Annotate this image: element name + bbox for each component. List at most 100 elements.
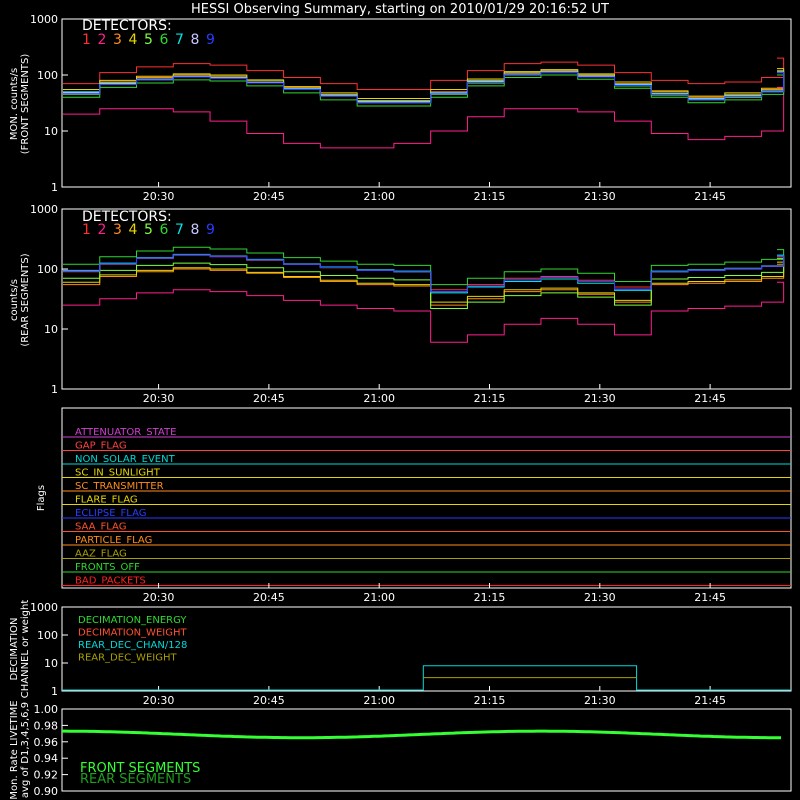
- p2-legend-item-6: 7: [175, 222, 184, 238]
- p5-y-tick-label-0: 0.90: [34, 785, 59, 798]
- p1-y-tick-label-2: 100: [37, 69, 58, 82]
- flag-label-7: SAA_FLAG: [75, 522, 126, 533]
- flag-rows: ATTENUATOR_STATE GAP_FLAG NON_SOLAR_EVENT S…: [62, 427, 791, 587]
- rear-x-axis: 20:30 20:45 21:00 21:15 21:30 21:45: [143, 384, 726, 405]
- p3-x-tick-label-0: 20:30: [143, 591, 175, 604]
- front-panel-frame: [61, 18, 792, 188]
- p1-series-2: [62, 86, 785, 149]
- p4-x-tick-label-0: 20:30: [143, 694, 175, 707]
- p1-y-tick-label-1: 10: [44, 125, 58, 138]
- p1-x-tick-label-4: 21:30: [584, 190, 616, 203]
- front-segments-panel: MON. counts/s (FRONT SEGMENTS) DETECTORS…: [9, 13, 792, 203]
- livetime-y-axis: 0.90 0.92 0.94 0.96 0.98 1.00: [34, 703, 68, 798]
- p2-x-tick-label-4: 21:30: [584, 392, 616, 405]
- p2-legend-item-1: 2: [98, 222, 107, 238]
- p1-legend-item-2: 3: [113, 32, 122, 48]
- p4-y-tick-label-2: 100: [37, 629, 58, 642]
- livetime-legend-item-1: REAR SEGMENTS: [80, 772, 191, 787]
- front-y-axis: 1 10 100 1000: [30, 13, 68, 194]
- p1-y-tick-label-0: 1: [51, 181, 58, 194]
- decimation-ylabel-2: CHANNEL or weight: [20, 600, 31, 699]
- rear-dec-chan-line: [62, 665, 791, 691]
- livetime-lines: [62, 729, 781, 740]
- livetime-ylabel-2: avg of D1,3,4,5,6,9: [20, 702, 31, 798]
- p2-series-2: [62, 281, 785, 343]
- front-series: [62, 57, 785, 149]
- p2-legend-item-7: 8: [191, 222, 200, 238]
- p4-y-tick-label-0: 1: [51, 685, 58, 698]
- flag-label-5: FLARE_FLAG: [75, 495, 138, 506]
- flag-label-2: NON_SOLAR_EVENT: [75, 454, 176, 465]
- p4-x-tick-label-5: 21:45: [694, 694, 726, 707]
- p2-y-tick-label-2: 100: [37, 263, 58, 276]
- flag-label-4: SC_TRANSMITTER: [75, 481, 164, 492]
- rear-legend-title: DETECTORS:: [82, 209, 172, 225]
- p1-x-tick-label-5: 21:45: [694, 190, 726, 203]
- p1-legend-item-1: 2: [98, 32, 107, 48]
- p1-legend-item-8: 9: [206, 32, 215, 48]
- flags-x-axis: 20:30 20:45 21:00 21:15 21:30 21:45: [143, 583, 726, 604]
- p1-x-tick-label-3: 21:15: [474, 190, 506, 203]
- p4-x-tick-label-3: 21:15: [474, 694, 506, 707]
- p1-series-1: [62, 57, 785, 91]
- p2-x-tick-label-5: 21:45: [694, 392, 726, 405]
- front-ylabel: MON. counts/s: [9, 68, 20, 140]
- p1-legend-item-6: 7: [175, 32, 184, 48]
- p2-y-tick-label-1: 10: [44, 323, 58, 336]
- decimation-ylabel: DECIMATION: [9, 617, 20, 680]
- decimation-legend-item-2: REAR_DEC_CHAN/128: [78, 640, 187, 651]
- livetime-panel: Mon. Rate LIVETIME avg of D1,3,4,5,6,9 0…: [9, 700, 792, 800]
- rear-ylabel-2: (REAR SEGMENTS): [20, 253, 31, 346]
- p1-series-6: [62, 74, 785, 107]
- flag-label-1: GAP_FLAG: [75, 441, 127, 452]
- decimation-y-axis: 1 10 100 1000: [30, 601, 68, 698]
- p4-y-tick-label-1: 10: [44, 657, 58, 670]
- p1-legend-item-4: 5: [144, 32, 153, 48]
- p1-legend-item-5: 6: [160, 32, 169, 48]
- p2-y-tick-label-0: 1: [51, 383, 58, 396]
- p1-x-tick-label-1: 20:45: [253, 190, 285, 203]
- rear-series: [62, 246, 785, 343]
- flag-label-10: FRONTS_OFF: [75, 562, 140, 573]
- p2-series-5: [62, 257, 785, 309]
- p2-series-7: [62, 253, 785, 294]
- p3-x-tick-label-3: 21:15: [474, 591, 506, 604]
- livetime-legend-item-0: FRONT SEGMENTS: [80, 761, 200, 776]
- rear-ylabel: counts/s: [9, 279, 20, 321]
- p2-legend-item-4: 5: [144, 222, 153, 238]
- p2-series-6: [62, 246, 785, 286]
- p1-series-9: [62, 71, 785, 104]
- rear-y-axis: 1 10 100 1000: [30, 203, 68, 396]
- flag-label-8: PARTICLE_FLAG: [75, 535, 152, 546]
- p1-legend-item-3: 4: [129, 32, 138, 48]
- p1-x-tick-label-2: 21:00: [363, 190, 395, 203]
- flag-label-0: ATTENUATOR_STATE: [75, 427, 176, 438]
- flags-panel: Flags ATTENUATOR_STATE GAP_FLAG NON_SOLAR_…: [36, 407, 792, 604]
- flag-label-6: ECLIPSE_FLAG: [75, 508, 146, 519]
- flags-panel-frame: [61, 407, 792, 589]
- p2-x-tick-label-3: 21:15: [474, 392, 506, 405]
- p3-x-tick-label-1: 20:45: [253, 591, 285, 604]
- front-ylabel-2: (FRONT SEGMENTS): [20, 54, 31, 155]
- decimation-legend-item-0: DECIMATION_ENERGY: [78, 615, 187, 626]
- p3-x-tick-label-2: 21:00: [363, 591, 395, 604]
- flag-label-9: AAZ_FLAG: [75, 549, 127, 560]
- p1-legend-item-7: 8: [191, 32, 200, 48]
- decimation-legend-item-1: DECIMATION_WEIGHT: [78, 628, 187, 639]
- p4-x-tick-label-1: 20:45: [253, 694, 285, 707]
- p5-y-tick-label-2: 0.94: [34, 752, 59, 765]
- p2-x-tick-label-2: 21:00: [363, 392, 395, 405]
- rear-panel-frame: [61, 208, 792, 390]
- p5-y-tick-label-3: 0.96: [34, 736, 59, 749]
- p3-x-tick-label-4: 21:30: [584, 591, 616, 604]
- p5-y-tick-label-1: 0.92: [34, 769, 59, 782]
- decimation-lines: [62, 665, 791, 691]
- p2-legend-item-8: 9: [206, 222, 215, 238]
- p2-x-tick-label-0: 20:30: [143, 392, 175, 405]
- p2-series-4: [62, 261, 785, 303]
